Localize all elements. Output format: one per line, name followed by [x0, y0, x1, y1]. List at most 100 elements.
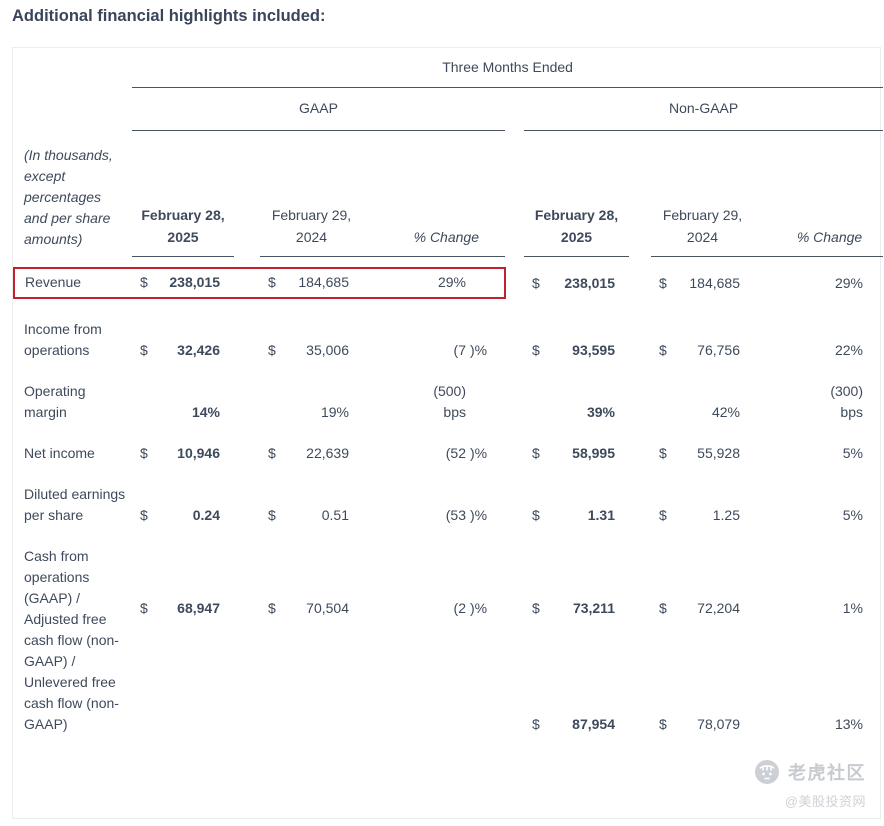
gaap-change-sign-line [470, 381, 505, 402]
gaap-dollar-2025: $ [140, 599, 148, 616]
label-column-spacer [14, 87, 132, 130]
gaap-value-2025: 10,946 [177, 445, 220, 461]
table-row: Operating margin 14% 19% (500) bps 39% 42% (30… [14, 361, 883, 423]
gaap-change-value: (2 [363, 526, 468, 619]
group-spacer [505, 298, 524, 361]
nongaap-value-2024: 184,685 [689, 275, 740, 291]
nongaap-col-2025-header: February 28, 2025 [524, 130, 629, 257]
gaap-change-value: (52 [363, 423, 468, 464]
nongaap-change-value: 29% [754, 268, 865, 298]
gaap-group-header: GAAP [132, 87, 505, 131]
gaap-change-value: (7 [363, 298, 468, 361]
nongaap-value-2025: 58,995 [572, 445, 615, 461]
gaap-column-gap [234, 267, 260, 299]
gaap-value-2024: 22,639 [306, 445, 349, 461]
gaap-dollar-2025: $ [140, 342, 148, 358]
date-header-line: 2025 [560, 228, 593, 245]
gaap-column-gap [234, 361, 260, 423]
column-header-row: (In thousands, except percentages and pe… [14, 130, 884, 257]
header-gap-cell [14, 256, 883, 268]
table-body: Revenue $238,015 $184,685 29% $238,015 $184,… [13, 256, 883, 735]
nongaap-dollar-2024: $ [659, 599, 667, 616]
page: Additional financial highlights included… [0, 5, 884, 819]
gaap-change-value: 29% [363, 267, 468, 299]
date-header-line: 2024 [295, 228, 328, 245]
nongaap-change-sign-line [867, 443, 883, 464]
gaap-value-2025: 238,015 [150, 267, 234, 299]
empty-cell [132, 619, 150, 735]
nongaap-second-line-value-2025: 87,954 [572, 716, 615, 732]
nongaap-change-sign [865, 268, 883, 298]
gaap-change-line: (7 [453, 342, 466, 358]
gaap-dollar-2024 [260, 361, 278, 423]
nongaap-value-2024: 55,928 [697, 445, 740, 461]
date-header-line: February 29, [662, 206, 743, 223]
gaap-change-line: (53 [445, 507, 466, 523]
gaap-change-header: % Change [363, 130, 505, 257]
nongaap-dollar-2025: $ [532, 445, 540, 461]
nongaap-value-2024: 76,756 [697, 342, 740, 358]
nongaap-change-sign [865, 526, 883, 619]
nongaap-dollar-2025: $ [532, 275, 540, 291]
gaap-dollar-2025 [132, 361, 150, 423]
gaap-dollar-2025: $ [140, 507, 148, 523]
gaap-value-2024: 0.51 [321, 507, 349, 523]
gaap-dollar-2024: $ [268, 445, 276, 461]
nongaap-dollar-2024: $ [659, 342, 667, 358]
gaap-value-2025: 14% [191, 404, 220, 420]
empty-cell [363, 619, 468, 735]
nongaap-change-value: 5% [754, 464, 865, 526]
table-row: Diluted earnings per share $0.24 $0.51 (53)… [14, 464, 883, 526]
nongaap-change-sign [865, 361, 883, 423]
gaap-change-sign-line: )% [470, 507, 488, 523]
nongaap-column-gap [629, 464, 651, 526]
column-gap [629, 130, 651, 256]
nongaap-second-line-change-sign [865, 619, 883, 735]
nongaap-change-sign-line [867, 402, 883, 423]
table-row: Revenue $238,015 $184,685 29% $238,015 $184,… [13, 267, 883, 299]
nongaap-value-2024: 72,204 [697, 599, 740, 616]
gaap-value-2024: 19% [320, 404, 349, 420]
nongaap-change-value: 5% [754, 423, 865, 464]
gaap-change-sign-line: )% [470, 599, 488, 616]
empty-cell [278, 619, 363, 735]
date-header-line: 2025 [167, 228, 199, 245]
gaap-change-sign: )% [468, 423, 505, 464]
gaap-change-line: 29% [437, 274, 466, 290]
group-spacer [505, 268, 524, 298]
nongaap-change-sign-line [867, 340, 883, 361]
nongaap-change-sign-line [867, 505, 883, 526]
nongaap-change-sign [865, 464, 883, 526]
period-header-row: Three Months Ended [14, 48, 884, 88]
gaap-change-sign-line: )% [470, 445, 488, 461]
gaap-col-2025-header: February 28, 2025 [132, 130, 234, 257]
gaap-change-sign: )% [468, 464, 505, 526]
watermark-brand-row: 老虎社区 [754, 759, 866, 785]
nongaap-second-line-column-gap [629, 619, 651, 735]
nongaap-change-header: % Change [754, 130, 884, 257]
gaap-change-sign-line [470, 272, 504, 293]
nongaap-change-line: 1% [842, 599, 863, 616]
date-header-line: February 28, [141, 206, 225, 223]
row-label: Income from operations [24, 321, 102, 358]
row-label: Cash from operations (GAAP) / Adjusted f… [24, 548, 119, 732]
gaap-value-2024: 70,504 [306, 599, 349, 616]
financial-table-card: Three Months Ended GAAP Non-GAAP (In tho… [12, 47, 884, 819]
gaap-column-gap [234, 298, 260, 361]
nongaap-dollar-2024: $ [659, 275, 667, 291]
group-spacer [505, 619, 524, 735]
gaap-change-value: (500) bps [363, 361, 468, 423]
gaap-change-value: (53 [363, 464, 468, 526]
nongaap-change-sign-line [867, 598, 883, 619]
gaap-value-2024: 184,685 [278, 267, 363, 299]
gaap-change-sign: )% [468, 526, 505, 619]
gaap-change-sign-line [470, 402, 505, 423]
nongaap-second-line-dollar-2025: $ [532, 716, 540, 732]
gaap-column-gap [234, 526, 260, 619]
gaap-dollar-2024: $ [260, 267, 278, 299]
table-row: Income from operations $32,426 $35,006 (7)%… [14, 298, 883, 361]
nongaap-change-sign-line [867, 381, 883, 402]
nongaap-dollar-2024: $ [659, 445, 667, 461]
table-note: (In thousands, except percentages and pe… [24, 147, 113, 247]
nongaap-change-sign [865, 423, 883, 464]
